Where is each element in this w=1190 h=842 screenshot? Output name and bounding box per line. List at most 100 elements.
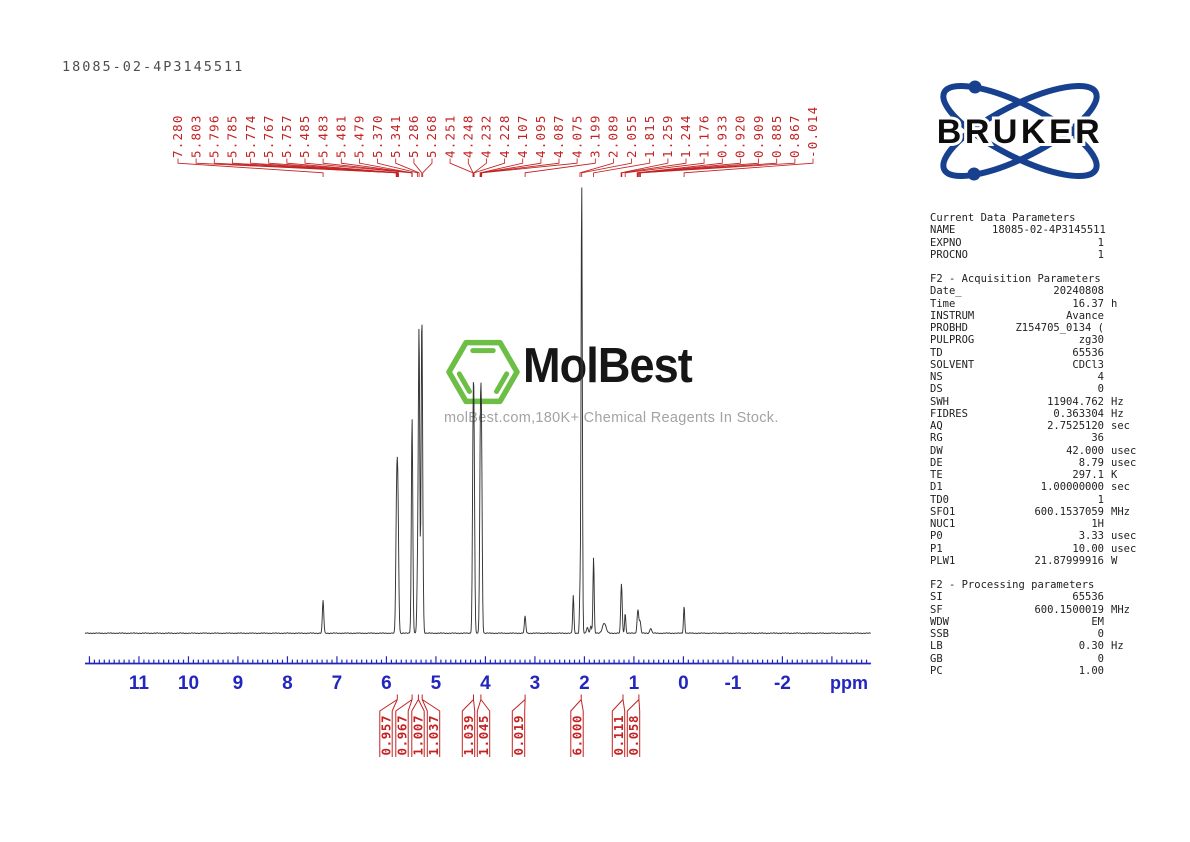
params-section-header: Current Data Parameters [930,212,1076,224]
peak-connector-line [177,158,324,177]
param-row: SF 600.1500019 MHz [930,604,1190,616]
bruker-orbits-icon [940,80,1100,181]
peak-shift-label: 5.341 [388,114,403,158]
param-name: SSB [930,628,949,640]
param-name: LB [930,640,943,653]
peak-connector-line [579,158,614,177]
peak-connector-line [480,158,560,177]
axis-tick-label: 3 [530,673,541,694]
axis-tick-label: 7 [332,673,343,694]
peak-connector-line [467,158,474,177]
integral-bracket [421,694,441,757]
peak-shift-label: 5.796 [207,114,222,158]
watermark-brand-text: MolBest [523,339,693,393]
integral-value-label: 1.039 [461,715,476,756]
params-section-header: F2 - Processing parameters [930,579,1095,591]
param-row: PULPROG zg30 [930,334,1190,346]
peak-connector-line [479,158,524,177]
axis-tick-label: 10 [178,673,199,694]
param-value: 0 [1097,652,1104,665]
peak-shift-label: 4.107 [515,114,530,158]
peak-shift-label: 5.774 [243,114,258,158]
param-value: CDCl3 [1072,358,1104,371]
param-name: DE [930,456,943,469]
param-row: TD 65536 [930,347,1190,359]
param-value: 0 [1097,383,1104,396]
param-name: PROCNO [930,248,968,261]
param-row: D1 1.00000000 sec [930,481,1190,493]
param-value: 2.7525120 [1047,420,1104,432]
param-row: DW 42.000 usec [930,445,1190,457]
peak-shift-label: 0.885 [769,114,784,158]
integral-value-label: 1.045 [476,715,491,756]
param-value: 42.000 [1066,444,1104,457]
peak-connector-line [231,158,398,177]
sample-title: 18085-02-4P3145511 [62,59,245,75]
param-value: zg30 [1078,334,1104,347]
param-row: DS 0 [930,383,1190,395]
peak-connector-line [268,158,399,177]
param-value: 0.30 [1078,640,1104,653]
peak-connector-line [524,158,596,177]
peak-shift-label: -0.014 [805,106,820,158]
integral-bracket [476,694,491,757]
integral-bracket [511,694,526,757]
param-name: SWH [930,395,949,408]
param-name: DW [930,444,943,457]
integral-value-label: 0.111 [611,715,626,756]
param-row: Date_ 20240808 [930,285,1190,297]
param-value: 36 [1091,432,1104,445]
param-value: EM [1091,615,1104,628]
param-row: SFO1 600.1537059 MHz [930,506,1190,518]
param-row: EXPNO 1 [930,237,1190,249]
peak-shift-label: 1.259 [660,114,675,158]
param-unit: sec [1111,420,1130,432]
axis-tick-label: 1 [629,673,640,694]
peak-shift-label: 5.767 [261,114,276,158]
param-unit: usec [1111,542,1137,555]
peak-shift-label: 2.089 [606,114,621,158]
peak-shift-label: 5.370 [370,114,385,158]
param-row: TE 297.1 K [930,469,1190,481]
param-value: 0 [1097,628,1104,640]
param-unit: usec [1111,444,1137,457]
integral-bracket [626,694,641,757]
peak-connector-line [377,158,419,177]
axis-tick-label: 4 [480,673,491,694]
param-row: LB 0.30 Hz [930,640,1190,652]
param-value: 297.1 [1072,469,1104,481]
peak-shift-label: 5.479 [352,114,367,158]
param-name: SFO1 [930,505,956,518]
param-name: INSTRUM [930,309,975,322]
axis-tick-label: -2 [774,673,791,694]
param-unit: h [1111,297,1118,310]
param-row: SWH 11904.762 Hz [930,396,1190,408]
peak-connector-line [620,158,669,177]
axis-tick-label: -1 [724,673,741,694]
param-row: Time 16.37 h [930,298,1190,310]
param-value: 20240808 [1053,285,1104,298]
ppm-axis-ticks [88,656,868,664]
axis-tick-label: 11 [129,673,150,694]
param-name: SF [930,603,943,616]
peak-connector-line [481,158,578,177]
param-value: 11904.762 [1047,395,1104,408]
peak-shift-label: 5.485 [297,114,312,158]
peak-shift-label: 7.280 [170,114,185,158]
param-row: FIDRES 0.363304 Hz [930,408,1190,420]
peak-shift-label: 1.815 [642,114,657,158]
param-name: Time [930,297,956,310]
param-name: NUC1 [930,518,956,530]
peak-shift-label: 4.087 [551,114,566,158]
peak-shift-label: 4.248 [461,114,476,158]
param-value: 1H [1091,518,1104,530]
peak-shift-label: 0.920 [733,114,748,158]
integral-value-label: 1.007 [410,715,425,756]
watermark-tagline: molBest.com,180K+ Chemical Reagents In S… [444,410,779,426]
param-name: PLW1 [930,554,956,567]
param-unit: W [1111,554,1118,567]
param-unit: Hz [1111,407,1124,420]
peak-connector-line [639,158,778,177]
peak-connector-line [621,158,687,177]
param-name: NAME [930,224,956,237]
